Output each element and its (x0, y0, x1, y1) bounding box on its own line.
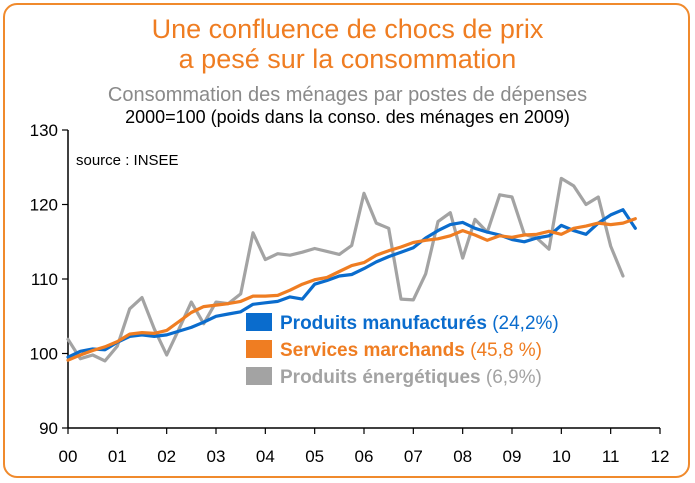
chart-frame (3, 3, 690, 478)
legend-name-2: Produits énergétiques (280, 367, 486, 388)
legend-pct-2: (6,9%) (486, 367, 542, 388)
chart-subtitle-base: 2000=100 (poids dans la conso. des ménag… (125, 107, 570, 127)
legend-name-1: Services marchands (280, 340, 470, 361)
legend-name-0: Produits manufacturés (280, 313, 492, 334)
x-tick-label: 01 (108, 447, 127, 466)
series-line-1 (66, 217, 637, 362)
y-tick-label: 120 (30, 196, 58, 215)
x-tick-label: 07 (404, 447, 423, 466)
source-label: source : INSEE (76, 152, 179, 169)
x-tick-label: 11 (602, 447, 620, 466)
y-tick-label: 110 (31, 270, 58, 289)
series-line-0 (66, 208, 637, 359)
x-tick-label: 10 (552, 447, 571, 466)
legend-swatch-0 (246, 313, 272, 331)
legend-swatch-2 (246, 367, 272, 385)
x-tick-label: 09 (503, 447, 522, 466)
x-tick-label: 03 (207, 447, 226, 466)
x-tick-label: 06 (355, 447, 374, 466)
x-tick-label: 08 (453, 447, 472, 466)
x-tick-label: 04 (256, 447, 275, 466)
legend-entry-1: Services marchands (45,8 %) (280, 340, 542, 361)
legend-pct-1: (45,8 %) (470, 340, 542, 361)
legend-pct-0: (24,2%) (492, 313, 559, 334)
x-tick-label: 02 (157, 447, 176, 466)
y-tick-label: 100 (30, 345, 58, 364)
x-tick-label: 05 (305, 447, 324, 466)
chart-title-line2: a pesé sur la consommation (178, 44, 517, 74)
chart-subtitle: Consommation des ménages par postes de d… (107, 84, 588, 106)
x-tick-label: 12 (651, 447, 670, 466)
legend-entry-2: Produits énergétiques (6,9%) (280, 367, 542, 388)
x-tick-label: 00 (59, 447, 78, 466)
y-tick-label: 130 (30, 121, 58, 140)
legend-entry-0: Produits manufacturés (24,2%) (280, 313, 559, 334)
chart-title-line1: Une confluence de chocs de prix (151, 14, 544, 44)
y-tick-label: 90 (39, 419, 58, 438)
legend-swatch-1 (246, 340, 272, 358)
